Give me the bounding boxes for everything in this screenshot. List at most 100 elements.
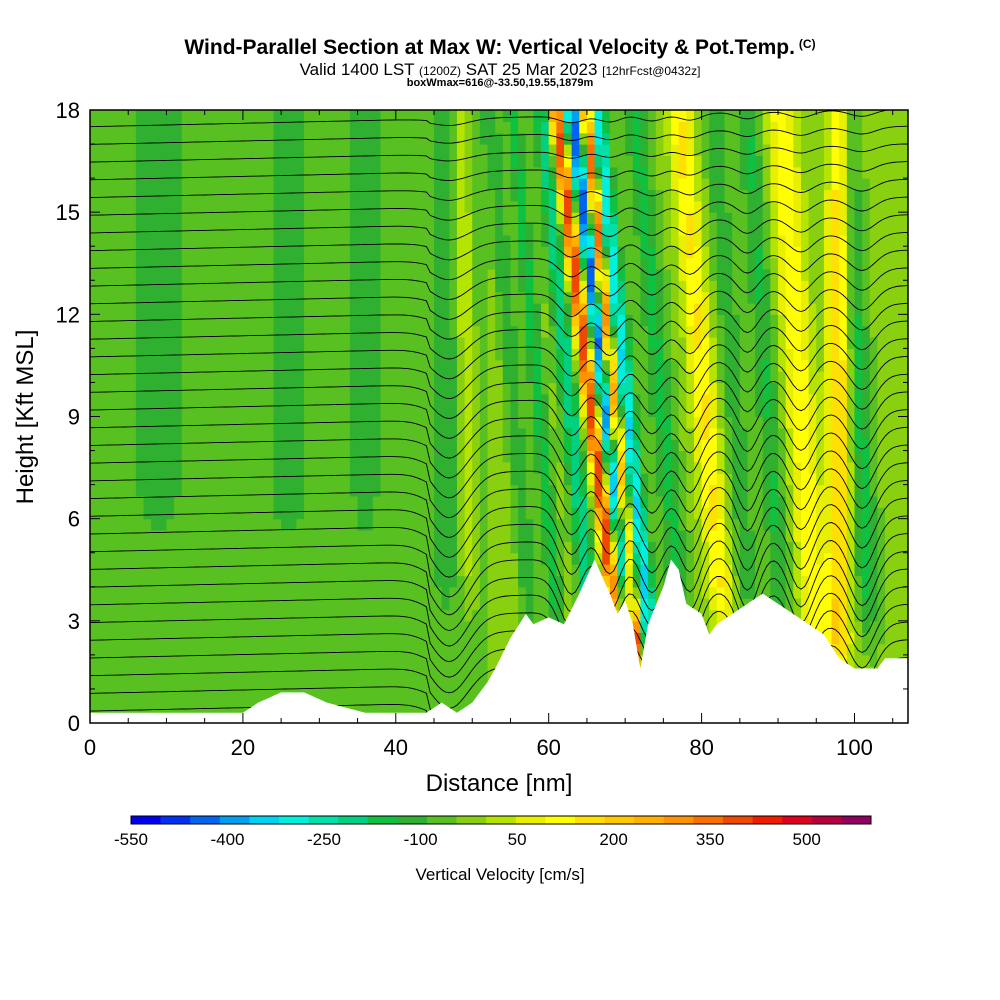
velocity-cell bbox=[808, 337, 817, 349]
velocity-cell bbox=[90, 427, 99, 440]
velocity-cell bbox=[877, 359, 886, 372]
velocity-cell bbox=[128, 484, 137, 497]
velocity-cell bbox=[456, 268, 466, 281]
velocity-cell bbox=[671, 507, 680, 520]
velocity-cell bbox=[862, 654, 871, 667]
velocity-cell bbox=[762, 575, 771, 588]
velocity-cell bbox=[862, 609, 871, 622]
velocity-cell bbox=[181, 212, 190, 225]
velocity-cell bbox=[304, 541, 313, 554]
velocity-cell bbox=[778, 234, 787, 247]
velocity-cell bbox=[411, 666, 420, 679]
velocity-cell bbox=[388, 189, 397, 202]
velocity-cell bbox=[334, 518, 343, 531]
velocity-cell bbox=[854, 609, 863, 622]
velocity-cell bbox=[869, 609, 879, 622]
velocity-cell bbox=[548, 393, 557, 406]
velocity-cell bbox=[204, 677, 213, 690]
velocity-cell bbox=[265, 427, 275, 440]
velocity-cell bbox=[885, 314, 894, 327]
velocity-cell bbox=[296, 586, 305, 599]
velocity-cell bbox=[793, 212, 802, 225]
velocity-cell bbox=[456, 654, 466, 667]
velocity-cell bbox=[571, 473, 580, 486]
velocity-cell bbox=[785, 359, 794, 372]
velocity-cell bbox=[510, 507, 519, 520]
velocity-cell bbox=[174, 405, 183, 418]
velocity-cell bbox=[846, 212, 856, 225]
velocity-cell bbox=[594, 314, 603, 327]
velocity-cell bbox=[342, 700, 351, 713]
velocity-cell bbox=[296, 666, 305, 679]
velocity-cell bbox=[701, 382, 710, 395]
velocity-cell bbox=[143, 507, 152, 520]
velocity-cell bbox=[556, 439, 565, 452]
velocity-cell bbox=[594, 541, 603, 554]
velocity-cell bbox=[349, 416, 359, 429]
velocity-cell bbox=[900, 484, 908, 497]
velocity-cell bbox=[869, 416, 879, 429]
velocity-cell bbox=[311, 541, 320, 554]
velocity-cell bbox=[640, 280, 649, 293]
velocity-cell bbox=[403, 518, 412, 531]
velocity-cell bbox=[579, 416, 588, 429]
velocity-cell bbox=[563, 200, 573, 213]
velocity-cell bbox=[143, 223, 152, 236]
velocity-cell bbox=[693, 518, 703, 531]
velocity-cell bbox=[732, 427, 741, 440]
velocity-cell bbox=[640, 291, 649, 304]
velocity-cell bbox=[502, 586, 512, 599]
velocity-cell bbox=[388, 427, 397, 440]
velocity-cell bbox=[556, 564, 565, 577]
velocity-cell bbox=[311, 609, 320, 622]
velocity-cell bbox=[770, 427, 779, 440]
velocity-cell bbox=[716, 393, 726, 406]
velocity-cell bbox=[105, 280, 114, 293]
velocity-cell bbox=[227, 393, 236, 406]
velocity-cell bbox=[166, 234, 175, 247]
velocity-cell bbox=[785, 280, 794, 293]
velocity-cell bbox=[724, 484, 733, 497]
velocity-cell bbox=[365, 654, 374, 667]
velocity-cell bbox=[816, 337, 825, 349]
velocity-cell bbox=[441, 314, 450, 327]
velocity-cell bbox=[250, 359, 259, 372]
velocity-cell bbox=[586, 382, 596, 395]
velocity-cell bbox=[808, 223, 817, 236]
velocity-cell bbox=[716, 325, 726, 338]
velocity-cell bbox=[204, 427, 213, 440]
velocity-cell bbox=[434, 371, 443, 384]
velocity-cell bbox=[265, 405, 275, 418]
velocity-cell bbox=[212, 189, 221, 202]
velocity-cell bbox=[166, 393, 175, 406]
velocity-cell bbox=[900, 291, 908, 304]
velocity-cell bbox=[808, 598, 817, 611]
velocity-cell bbox=[395, 598, 405, 611]
velocity-cell bbox=[586, 371, 596, 384]
velocity-cell bbox=[311, 427, 320, 440]
velocity-cell bbox=[388, 393, 397, 406]
velocity-cell bbox=[418, 688, 427, 701]
velocity-cell bbox=[197, 541, 206, 554]
velocity-cell bbox=[747, 291, 756, 304]
velocity-cell bbox=[785, 268, 794, 281]
velocity-cell bbox=[403, 677, 412, 690]
velocity-cell bbox=[105, 450, 114, 463]
velocity-cell bbox=[135, 700, 145, 713]
velocity-cell bbox=[487, 200, 496, 213]
velocity-cell bbox=[281, 575, 290, 588]
velocity-cell bbox=[273, 257, 282, 270]
velocity-cell bbox=[571, 564, 580, 577]
velocity-cell bbox=[189, 393, 198, 406]
velocity-cell bbox=[586, 212, 596, 225]
velocity-cell bbox=[609, 473, 619, 486]
velocity-cell bbox=[862, 427, 871, 440]
velocity-cell bbox=[885, 564, 894, 577]
velocity-cell bbox=[563, 575, 573, 588]
velocity-cell bbox=[770, 291, 779, 304]
velocity-cell bbox=[388, 620, 397, 633]
velocity-cell bbox=[823, 359, 833, 372]
velocity-cell bbox=[510, 620, 519, 633]
velocity-cell bbox=[403, 530, 412, 542]
velocity-cell bbox=[724, 280, 733, 293]
